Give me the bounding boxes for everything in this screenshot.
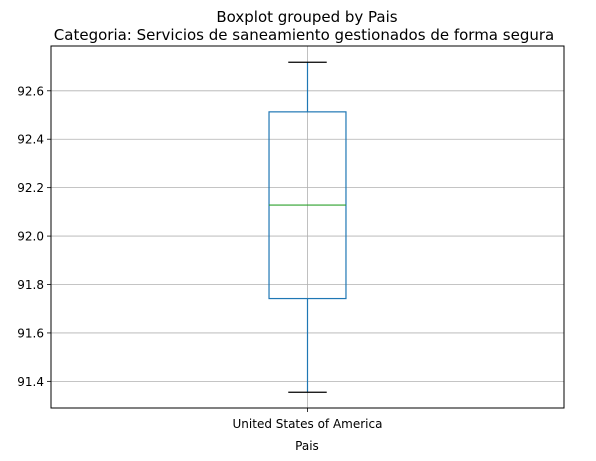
grid-lines — [51, 46, 564, 408]
x-axis-label: Pais — [295, 439, 319, 453]
y-tick-label: 92.4 — [17, 133, 44, 147]
y-tick-label: 92.0 — [17, 230, 44, 244]
y-tick-label: 91.8 — [17, 278, 44, 292]
y-axis: 91.4 91.6 91.8 92.0 92.2 92.4 92.6 — [17, 84, 51, 389]
chart-suptitle: Boxplot grouped by Pais — [216, 8, 397, 26]
x-axis: United States of America — [233, 408, 383, 431]
y-tick-label: 92.2 — [17, 181, 44, 195]
box-series — [268, 61, 347, 393]
chart-title: Categoria: Servicios de saneamiento gest… — [54, 26, 554, 44]
y-tick-label: 92.6 — [17, 84, 44, 98]
y-tick-label: 91.6 — [17, 326, 44, 340]
x-tick-label: United States of America — [233, 417, 383, 431]
y-tick-label: 91.4 — [17, 375, 44, 389]
